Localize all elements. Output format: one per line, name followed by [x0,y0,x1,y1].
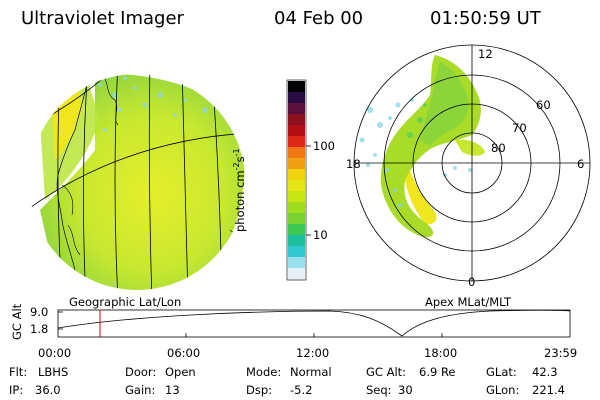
gc-alt-xtick-2359: 23:59 [544,346,578,360]
mode-label: Mode: [246,365,282,379]
ip-label: IP: [9,383,24,397]
gc-alt-xtick-0000: 00:00 [38,346,72,360]
polar-plot-label: Apex MLat/MLT [425,295,512,309]
colorbar-segment [288,246,305,258]
gc-alt-xtick-1200: 12:00 [296,346,330,360]
glat-value: 42.3 [532,365,558,379]
lat-label-70: 70 [512,121,527,135]
gc-alt-ytick-1-8: 1.8 [30,322,49,336]
gc-alt-axis-label: GC Alt [10,303,24,340]
mode-value: Normal [290,365,332,379]
colorbar-segment [288,92,305,104]
colorbar-segment [288,147,305,159]
colorbar [286,79,311,281]
colorbar-segment [288,158,305,170]
filter-label: Flt: [9,365,28,379]
polar-plot [353,44,591,282]
gc-alt-xtick-1800: 18:00 [424,346,458,360]
colorbar-segment [288,125,305,137]
colorbar-segment [288,136,305,148]
instrument-title: Ultraviolet Imager [21,8,184,29]
geographic-map [29,74,245,290]
dsp-value: -5.2 [290,383,313,397]
mlt-label-12: 12 [478,47,493,61]
colorbar-segment [288,213,305,225]
colorbar-segment [288,268,305,280]
colorbar-segment [288,202,305,214]
seq-label: Seq: [366,383,392,397]
mlt-label-0: 0 [468,275,476,289]
colorbar-segment [288,180,305,192]
colorbar-segment [288,81,305,93]
colorbar-segment [288,235,305,247]
colorbar-segment [288,257,305,269]
colorbar-segment [288,169,305,181]
colorbar-segment [288,114,305,126]
ip-value: 36.0 [35,383,61,397]
dsp-label: Dsp: [246,383,273,397]
lat-label-60: 60 [536,98,551,112]
colorbar-unit-label: photon cm-2s-1 [232,148,247,232]
gc-alt-plot [57,309,571,338]
mlt-label-18: 18 [346,157,361,171]
door-value: Open [165,365,196,379]
time-label: 01:50:59 UT [430,8,541,29]
colorbar-tick-10: 10 [313,228,328,242]
gain-label: Gain: [125,383,156,397]
gc-alt-value: 6.9 Re [419,365,456,379]
lat-label-80: 80 [491,141,506,155]
gain-value: 13 [165,383,180,397]
colorbar-segment [288,224,305,236]
gc-alt-label: GC Alt: [366,365,407,379]
gc-alt-ytick-9: 9.0 [30,305,49,319]
colorbar-segment [288,103,305,115]
geographic-map-label: Geographic Lat/Lon [69,295,182,309]
seq-value: 30 [398,383,413,397]
date-label: 04 Feb 00 [274,8,364,29]
glon-label: GLon: [486,383,520,397]
gc-alt-xtick-0600: 06:00 [167,346,201,360]
colorbar-segment [288,191,305,203]
glon-value: 221.4 [532,383,565,397]
glat-label: GLat: [486,365,517,379]
door-label: Door: [125,365,157,379]
mlt-label-6: 6 [577,157,585,171]
colorbar-tick-100: 100 [313,139,335,153]
filter-value: LBHS [38,365,69,379]
